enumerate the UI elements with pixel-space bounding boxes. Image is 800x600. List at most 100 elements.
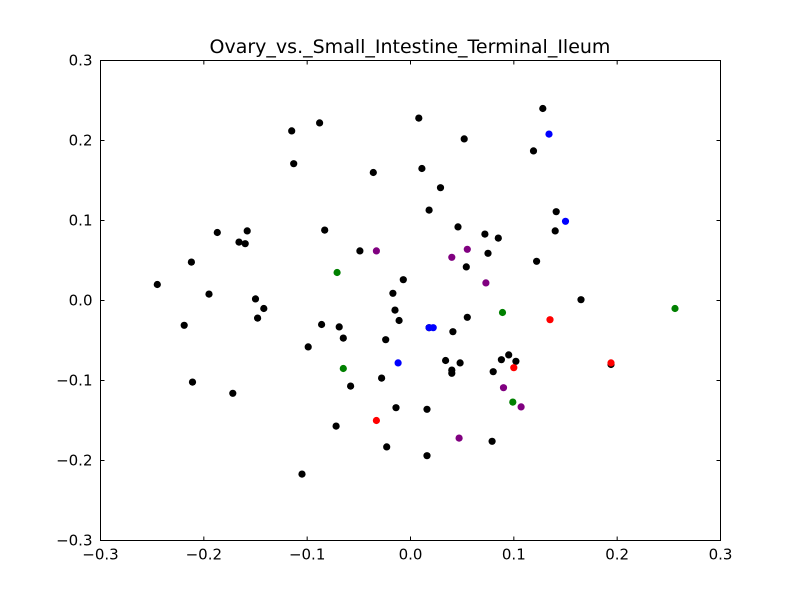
data-point-s0-29 <box>389 289 397 297</box>
data-point-s2-1 <box>510 364 518 372</box>
data-point-s0-53 <box>489 368 497 376</box>
data-point-s4-6 <box>517 403 525 411</box>
y-tick-label-1: −0.2 <box>56 452 92 470</box>
data-point-s0-11 <box>254 314 262 322</box>
data-point-s0-1 <box>180 321 188 329</box>
data-point-s0-38 <box>425 206 433 214</box>
data-point-s3-2 <box>498 308 507 317</box>
data-point-s0-22 <box>339 334 347 342</box>
data-point-s0-40 <box>436 184 445 192</box>
data-point-s0-17 <box>316 119 324 127</box>
data-point-s0-62 <box>552 208 560 216</box>
data-point-s0-32 <box>395 316 403 325</box>
data-point-s3-0 <box>333 268 341 277</box>
data-point-s0-33 <box>399 276 407 284</box>
data-point-s0-7 <box>235 238 243 246</box>
y-tick-label-0: −0.3 <box>56 532 92 550</box>
data-point-s0-54 <box>494 234 502 242</box>
x-tick-label-6: 0.3 <box>709 546 733 564</box>
data-point-s3-3 <box>509 398 517 406</box>
data-point-s4-0 <box>372 247 380 255</box>
data-point-s0-46 <box>456 359 464 367</box>
data-point-s4-1 <box>448 253 456 261</box>
x-tick-label-2: −0.1 <box>289 546 325 564</box>
data-point-s0-55 <box>497 356 505 364</box>
data-point-s0-61 <box>551 227 559 235</box>
data-point-s0-47 <box>460 135 468 143</box>
data-point-s4-4 <box>482 279 490 287</box>
data-point-s0-2 <box>187 258 195 266</box>
y-tick-label-3: 0.0 <box>69 292 93 310</box>
data-point-s0-41 <box>442 356 450 365</box>
points-layer <box>153 104 679 478</box>
data-point-s4-3 <box>463 245 471 253</box>
plot-frame <box>100 60 721 541</box>
data-point-s0-16 <box>304 343 312 351</box>
data-point-s0-12 <box>260 304 268 313</box>
data-point-s0-43 <box>448 369 456 377</box>
data-point-s0-51 <box>484 249 492 257</box>
ticks-layer: −0.3 −0.2 −0.1 0.0 0.1 0.2 0.3 −0.3 −0.2 −0.1 0.0 0… <box>56 52 732 564</box>
data-point-s0-9 <box>243 227 251 235</box>
data-point-s0-20 <box>332 422 340 430</box>
data-point-s0-31 <box>392 404 400 412</box>
data-point-s2-0 <box>372 416 380 425</box>
data-point-s0-44 <box>449 328 457 336</box>
data-point-s0-4 <box>205 290 213 298</box>
data-point-s0-23 <box>347 382 355 390</box>
data-point-s0-57 <box>512 357 520 365</box>
data-point-s2-3 <box>607 359 615 367</box>
data-point-s4-5 <box>499 384 508 392</box>
chart-title: Ovary_vs._Small_Intestine_Terminal_Ileum <box>210 36 611 58</box>
data-point-s0-18 <box>318 320 326 329</box>
x-tick-label-1: −0.2 <box>186 546 222 564</box>
data-point-s3-4 <box>671 304 679 313</box>
data-point-s4-2 <box>455 434 463 442</box>
data-point-s0-59 <box>533 257 541 265</box>
data-point-s0-10 <box>251 295 260 303</box>
y-tick-label-5: 0.2 <box>69 132 93 150</box>
data-point-s0-5 <box>213 228 221 237</box>
data-point-s0-45 <box>454 223 462 231</box>
data-point-s0-14 <box>290 160 298 168</box>
data-point-s0-50 <box>481 230 489 238</box>
data-point-s0-21 <box>335 323 343 331</box>
data-point-s1-0 <box>394 359 402 367</box>
data-point-s0-24 <box>356 247 364 255</box>
data-point-s1-2 <box>429 324 437 332</box>
data-point-s0-8 <box>241 240 249 248</box>
data-point-s0-15 <box>298 470 306 478</box>
data-point-s0-48 <box>462 263 470 271</box>
data-point-s0-6 <box>229 389 237 397</box>
data-point-s1-4 <box>561 217 570 225</box>
data-point-s0-56 <box>505 351 513 359</box>
data-point-s0-63 <box>577 296 585 304</box>
y-tick-label-6: 0.3 <box>69 52 93 70</box>
data-point-s3-1 <box>339 364 347 373</box>
data-point-s0-49 <box>463 313 471 321</box>
data-point-s0-13 <box>288 127 296 135</box>
data-point-s0-27 <box>382 336 390 344</box>
data-point-s2-2 <box>546 316 554 324</box>
y-tick-label-2: −0.1 <box>56 372 92 390</box>
x-tick-label-3: 0.0 <box>399 546 423 564</box>
data-point-s0-34 <box>415 114 423 122</box>
data-point-s0-58 <box>529 147 538 155</box>
data-point-s0-19 <box>321 226 329 234</box>
data-point-s0-36 <box>423 405 431 413</box>
data-point-s0-60 <box>539 104 547 113</box>
data-point-s0-26 <box>378 374 386 382</box>
data-point-s0-0 <box>153 280 161 289</box>
x-tick-label-5: 0.2 <box>605 546 629 564</box>
data-point-s0-52 <box>488 437 496 445</box>
data-point-s0-3 <box>188 378 197 386</box>
x-tick-label-0: −0.3 <box>82 546 118 564</box>
x-tick-label-4: 0.1 <box>502 546 526 564</box>
data-point-s0-25 <box>369 168 377 177</box>
data-point-s0-30 <box>391 306 399 314</box>
y-tick-label-4: 0.1 <box>69 212 93 230</box>
data-point-s0-35 <box>418 164 426 173</box>
data-point-s0-37 <box>423 452 431 460</box>
data-point-s0-28 <box>383 443 391 451</box>
